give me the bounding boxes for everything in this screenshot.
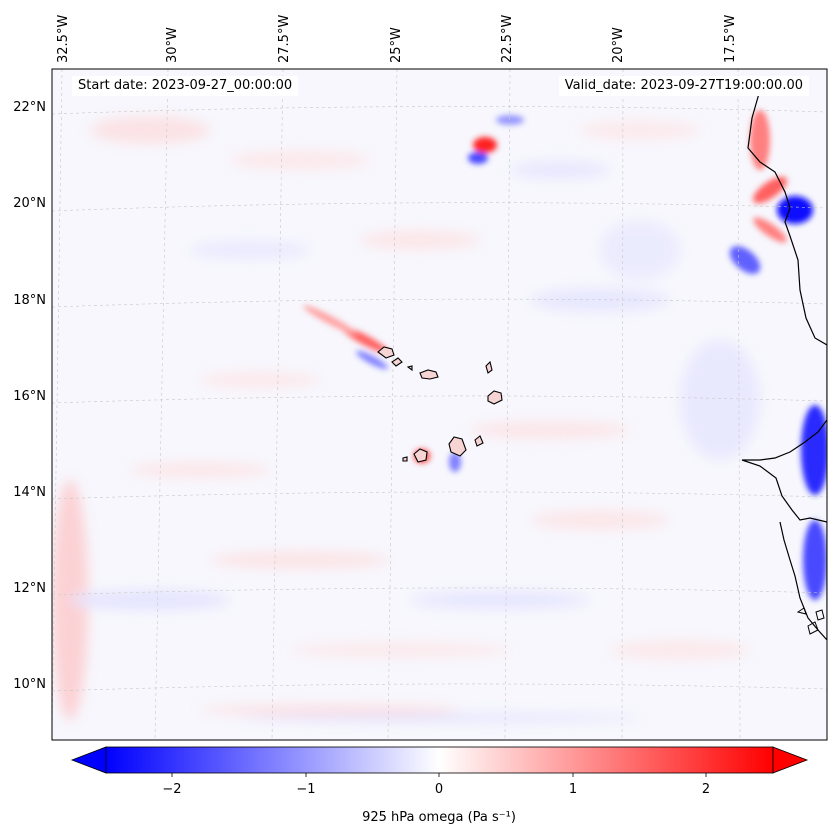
colorbar-label: 925 hPa omega (Pa s⁻¹) [362,810,516,825]
colorbar-extend-low [70,746,107,774]
bijagos-islands [796,607,825,635]
lon-label: 30°W [165,27,180,63]
colorbar-extend-high [772,746,809,774]
lat-label: 10°N [13,677,46,692]
latitude-labels: 22°N 20°N 18°N 16°N 14°N 12°N 10°N [13,100,46,692]
colorbar-tick: −1 [296,782,315,797]
lon-label: 32.5°W [56,15,71,63]
lon-label: 20°W [611,27,626,63]
lat-label: 12°N [13,581,46,596]
colorbar-tick: 0 [435,782,443,797]
colorbar: −2 −1 0 1 2 925 hPa omega (Pa s⁻¹) [70,746,809,825]
lat-label: 16°N [13,389,46,404]
lon-label: 25°W [389,27,404,63]
colorbar-gradient [105,746,774,774]
colorbar-tick: −2 [162,782,181,797]
lat-label: 20°N [13,196,46,211]
lon-label: 27.5°W [277,15,292,63]
lon-label: 17.5°W [723,15,738,63]
lat-label: 14°N [13,485,46,500]
colorbar-tick: 2 [702,782,710,797]
gridlines [52,69,827,740]
colorbar-tick: 1 [569,782,577,797]
lat-label: 22°N [13,100,46,115]
omega-field [52,69,827,740]
cape-verde-islands [377,346,503,463]
lat-label: 18°N [13,293,46,308]
map-panel [51,68,828,741]
africa-coastline [741,89,827,641]
longitude-labels: 32.5°W 30°W 27.5°W 25°W 22.5°W 20°W 17.5… [56,15,738,63]
lon-label: 22.5°W [500,15,515,63]
start-date-label: Start date: 2023-09-27_00:00:00 [72,76,299,96]
valid-date-label: Valid_date: 2023-09-27T19:00:00.00 [558,76,809,96]
